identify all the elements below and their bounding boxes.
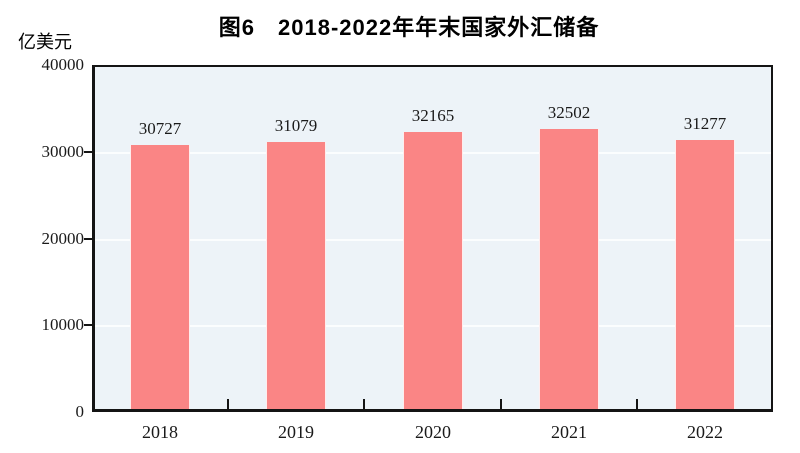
y-axis-unit-label: 亿美元 bbox=[18, 32, 72, 52]
x-tick-mark-2 bbox=[363, 399, 365, 409]
y-tick-mark-10000 bbox=[84, 324, 92, 326]
y-tick-label-40000: 40000 bbox=[41, 55, 85, 74]
bar-value-label-2020: 32165 bbox=[411, 106, 455, 125]
bar-2019 bbox=[266, 142, 326, 409]
bar-2021 bbox=[539, 129, 599, 409]
x-category-label-2020: 2020 bbox=[415, 422, 451, 442]
bar-value-label-2019: 31079 bbox=[274, 116, 318, 135]
x-tick-mark-3 bbox=[500, 399, 502, 409]
x-category-label-2021: 2021 bbox=[551, 422, 587, 442]
bar-2020 bbox=[403, 132, 463, 409]
x-tick-mark-1 bbox=[227, 399, 229, 409]
chart-title: 图6 2018-2022年年末国家外汇储备 bbox=[218, 15, 600, 40]
bar-value-label-2018: 30727 bbox=[138, 119, 182, 138]
x-category-label-2022: 2022 bbox=[687, 422, 723, 442]
y-tick-label-0: 0 bbox=[75, 402, 85, 421]
bar-2022 bbox=[675, 140, 735, 409]
x-category-label-2019: 2019 bbox=[278, 422, 314, 442]
x-category-label-2018: 2018 bbox=[142, 422, 178, 442]
bar-value-label-2021: 32502 bbox=[547, 103, 591, 122]
x-tick-mark-4 bbox=[636, 399, 638, 409]
bar-value-label-2022: 31277 bbox=[683, 114, 727, 133]
y-tick-label-20000: 20000 bbox=[41, 229, 85, 248]
bar-2018 bbox=[130, 145, 190, 409]
y-tick-mark-20000 bbox=[84, 238, 92, 240]
y-tick-mark-30000 bbox=[84, 151, 92, 153]
y-tick-label-10000: 10000 bbox=[41, 315, 85, 334]
y-tick-label-30000: 30000 bbox=[41, 142, 85, 161]
